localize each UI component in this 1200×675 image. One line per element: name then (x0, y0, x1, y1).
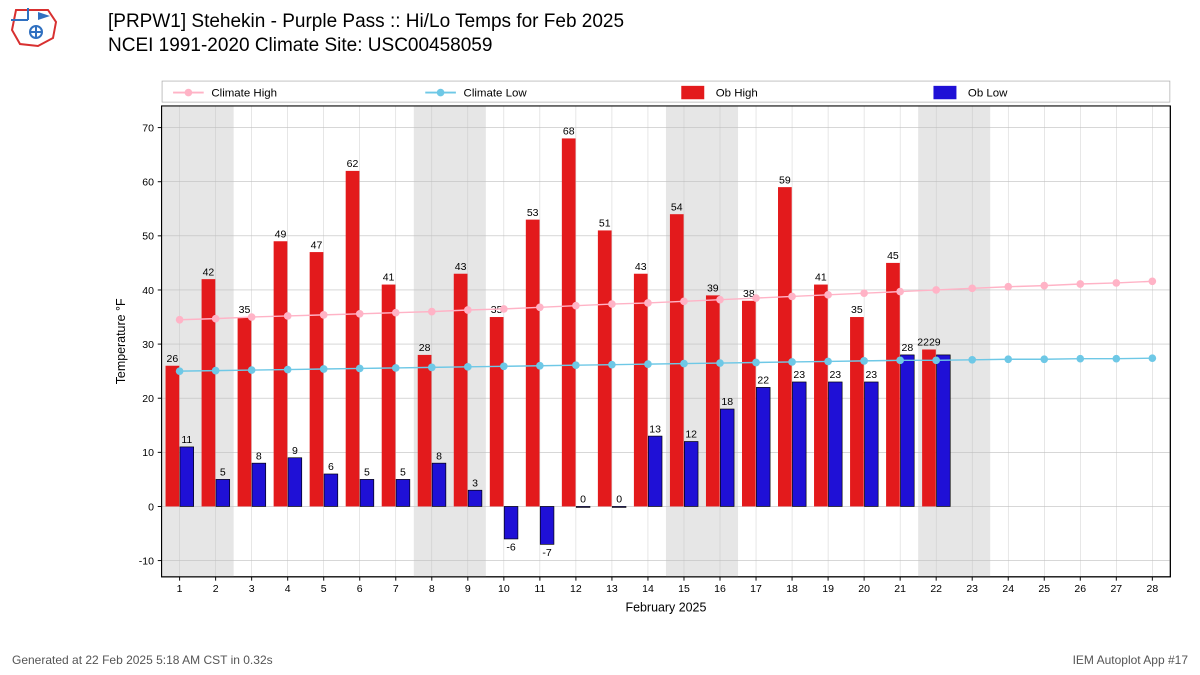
svg-text:28: 28 (419, 342, 431, 354)
svg-text:23: 23 (829, 369, 841, 381)
svg-text:9: 9 (465, 583, 471, 595)
svg-text:23: 23 (966, 583, 978, 595)
iem-logo (6, 6, 60, 48)
chart-title: [PRPW1] Stehekin - Purple Pass :: Hi/Lo … (108, 10, 624, 58)
svg-text:62: 62 (347, 158, 359, 170)
svg-text:13: 13 (606, 583, 618, 595)
svg-text:59: 59 (779, 174, 791, 186)
svg-text:11: 11 (534, 583, 545, 595)
svg-text:18: 18 (721, 396, 733, 408)
svg-text:4: 4 (285, 583, 291, 595)
svg-text:20: 20 (142, 393, 154, 405)
svg-text:2: 2 (213, 583, 219, 595)
svg-text:24: 24 (1002, 583, 1014, 595)
svg-text:54: 54 (671, 201, 683, 213)
temperature-chart: -100102030405060701234567891011121314151… (108, 65, 1178, 635)
svg-text:39: 39 (707, 283, 719, 295)
svg-text:26: 26 (1074, 583, 1086, 595)
svg-text:41: 41 (815, 272, 827, 284)
svg-text:19: 19 (822, 583, 834, 595)
svg-text:3: 3 (249, 583, 255, 595)
svg-text:Ob Low: Ob Low (968, 87, 1008, 99)
svg-text:30: 30 (142, 339, 154, 351)
svg-text:17: 17 (750, 583, 762, 595)
svg-text:-7: -7 (542, 547, 552, 559)
svg-text:43: 43 (455, 261, 467, 273)
svg-text:16: 16 (714, 583, 726, 595)
svg-text:28: 28 (901, 342, 913, 354)
svg-text:43: 43 (635, 261, 647, 273)
svg-text:49: 49 (275, 228, 287, 240)
svg-text:8: 8 (256, 450, 262, 462)
svg-text:12: 12 (685, 429, 697, 441)
svg-text:28: 28 (1146, 583, 1158, 595)
svg-text:21: 21 (894, 583, 906, 595)
svg-text:10: 10 (142, 447, 154, 459)
svg-text:53: 53 (527, 207, 539, 219)
svg-text:February 2025: February 2025 (626, 600, 707, 614)
svg-text:5: 5 (364, 467, 370, 479)
svg-text:Temperature °F: Temperature °F (114, 298, 128, 384)
svg-text:50: 50 (142, 231, 154, 243)
svg-text:11: 11 (181, 434, 192, 446)
title-line-2: NCEI 1991-2020 Climate Site: USC00458059 (108, 34, 624, 58)
svg-text:20: 20 (858, 583, 870, 595)
svg-text:51: 51 (599, 218, 611, 230)
svg-text:25: 25 (1038, 583, 1050, 595)
svg-text:41: 41 (383, 272, 395, 284)
svg-text:35: 35 (239, 304, 251, 316)
svg-text:60: 60 (142, 177, 154, 189)
svg-text:14: 14 (642, 583, 654, 595)
svg-text:Climate High: Climate High (211, 87, 277, 99)
svg-text:5: 5 (321, 583, 327, 595)
svg-text:70: 70 (142, 122, 154, 134)
footer-generated-at: Generated at 22 Feb 2025 5:18 AM CST in … (12, 653, 273, 667)
svg-text:-10: -10 (139, 555, 154, 567)
svg-text:0: 0 (580, 494, 586, 506)
svg-text:18: 18 (786, 583, 798, 595)
svg-text:12: 12 (570, 583, 582, 595)
svg-text:7: 7 (393, 583, 399, 595)
svg-text:3: 3 (472, 477, 478, 489)
svg-text:23: 23 (865, 369, 877, 381)
svg-text:22: 22 (930, 583, 942, 595)
svg-text:6: 6 (357, 583, 363, 595)
svg-text:23: 23 (793, 369, 805, 381)
svg-text:2229: 2229 (917, 337, 941, 349)
svg-text:10: 10 (498, 583, 510, 595)
svg-text:45: 45 (887, 250, 899, 262)
svg-text:8: 8 (429, 583, 435, 595)
svg-text:22: 22 (757, 375, 769, 387)
svg-text:1: 1 (177, 583, 183, 595)
svg-text:-6: -6 (506, 541, 516, 553)
svg-text:13: 13 (649, 423, 661, 435)
svg-text:0: 0 (616, 494, 622, 506)
svg-text:5: 5 (220, 467, 226, 479)
svg-text:8: 8 (436, 450, 442, 462)
svg-text:5: 5 (400, 467, 406, 479)
svg-text:47: 47 (311, 239, 323, 251)
svg-text:9: 9 (292, 445, 298, 457)
svg-text:42: 42 (203, 266, 215, 278)
svg-text:Climate Low: Climate Low (464, 87, 528, 99)
footer-app-id: IEM Autoplot App #17 (1073, 653, 1188, 667)
svg-text:15: 15 (678, 583, 690, 595)
title-line-1: [PRPW1] Stehekin - Purple Pass :: Hi/Lo … (108, 10, 624, 34)
svg-text:68: 68 (563, 126, 575, 138)
svg-text:6: 6 (328, 461, 334, 473)
svg-text:0: 0 (148, 501, 154, 513)
svg-text:40: 40 (142, 285, 154, 297)
svg-text:27: 27 (1110, 583, 1122, 595)
svg-text:26: 26 (167, 353, 179, 365)
svg-text:Ob High: Ob High (716, 87, 758, 99)
svg-text:35: 35 (851, 304, 863, 316)
